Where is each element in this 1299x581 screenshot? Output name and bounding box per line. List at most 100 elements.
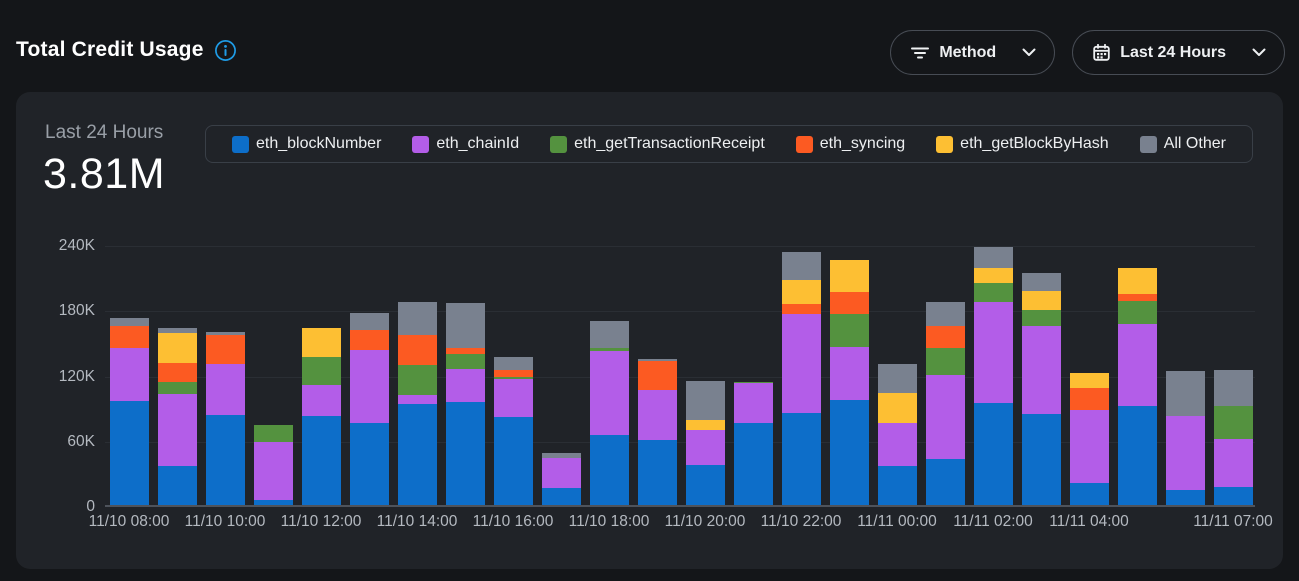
bar-segment[interactable]	[157, 333, 197, 363]
bar-segment[interactable]	[589, 348, 629, 351]
bar-segment[interactable]	[685, 381, 725, 421]
bar-segment[interactable]	[493, 357, 533, 371]
bar[interactable]	[1117, 267, 1157, 505]
bar-segment[interactable]	[589, 321, 629, 349]
bar[interactable]	[397, 301, 437, 505]
bar-segment[interactable]	[973, 267, 1013, 284]
bar-segment[interactable]	[397, 403, 437, 505]
bar-segment[interactable]	[493, 416, 533, 505]
bar-segment[interactable]	[925, 325, 965, 349]
bar-segment[interactable]	[781, 412, 821, 505]
bar-segment[interactable]	[685, 420, 725, 430]
bar-segment[interactable]	[109, 348, 149, 401]
bar-segment[interactable]	[637, 359, 677, 362]
bar-segment[interactable]	[829, 399, 869, 505]
bar[interactable]	[205, 332, 245, 505]
bar-segment[interactable]	[397, 301, 437, 336]
bar-segment[interactable]	[253, 424, 293, 442]
bar-segment[interactable]	[493, 370, 533, 377]
bar-segment[interactable]	[301, 357, 341, 386]
bar-segment[interactable]	[1021, 273, 1061, 291]
bar-segment[interactable]	[1117, 324, 1157, 407]
bar-segment[interactable]	[1069, 483, 1109, 505]
bar-segment[interactable]	[877, 423, 917, 466]
bar-segment[interactable]	[1021, 325, 1061, 414]
bar[interactable]	[301, 327, 341, 505]
bar-segment[interactable]	[301, 415, 341, 505]
bar-segment[interactable]	[157, 382, 197, 395]
bar-segment[interactable]	[829, 347, 869, 400]
legend-item[interactable]: eth_syncing	[795, 135, 905, 153]
legend-item[interactable]: eth_getTransactionReceipt	[550, 135, 765, 153]
bar-segment[interactable]	[973, 402, 1013, 505]
bar-segment[interactable]	[253, 441, 293, 500]
bar-segment[interactable]	[637, 389, 677, 440]
bar[interactable]	[1021, 273, 1061, 505]
bar[interactable]	[1069, 373, 1109, 505]
bar-segment[interactable]	[1165, 489, 1205, 505]
bar-segment[interactable]	[1069, 373, 1109, 388]
bar-segment[interactable]	[349, 312, 389, 330]
bar-segment[interactable]	[253, 499, 293, 505]
bar-segment[interactable]	[541, 487, 581, 505]
bar-segment[interactable]	[157, 394, 197, 466]
bar-segment[interactable]	[829, 260, 869, 292]
bar-segment[interactable]	[973, 247, 1013, 268]
bar-segment[interactable]	[733, 423, 773, 505]
bar-segment[interactable]	[1069, 410, 1109, 484]
bar-segment[interactable]	[1213, 370, 1253, 407]
bar-segment[interactable]	[925, 301, 965, 326]
bar[interactable]	[157, 327, 197, 505]
bar-segment[interactable]	[781, 251, 821, 280]
bar-segment[interactable]	[1021, 290, 1061, 311]
bar-segment[interactable]	[445, 302, 485, 349]
bar-segment[interactable]	[397, 335, 437, 365]
bar[interactable]	[829, 260, 869, 505]
bar-segment[interactable]	[973, 301, 1013, 403]
bar-segment[interactable]	[109, 400, 149, 505]
bar-segment[interactable]	[1213, 438, 1253, 487]
bar-segment[interactable]	[733, 383, 773, 424]
bar-segment[interactable]	[685, 464, 725, 505]
bar-segment[interactable]	[1117, 294, 1157, 301]
bar-segment[interactable]	[445, 348, 485, 354]
bar[interactable]	[733, 382, 773, 505]
bar[interactable]	[877, 363, 917, 505]
method-filter-dropdown[interactable]: Method	[890, 30, 1056, 75]
bar-segment[interactable]	[781, 303, 821, 314]
bar-segment[interactable]	[877, 465, 917, 505]
bar-segment[interactable]	[1117, 406, 1157, 505]
legend-item[interactable]: All Other	[1139, 135, 1226, 153]
bar-segment[interactable]	[685, 429, 725, 465]
bar-segment[interactable]	[733, 382, 773, 384]
bar-segment[interactable]	[925, 374, 965, 460]
bar-segment[interactable]	[445, 369, 485, 402]
bar-segment[interactable]	[493, 376, 533, 379]
bar-segment[interactable]	[1165, 371, 1205, 416]
bar-segment[interactable]	[1213, 406, 1253, 439]
bar-segment[interactable]	[301, 385, 341, 416]
bar-segment[interactable]	[829, 313, 869, 348]
bar-segment[interactable]	[1021, 413, 1061, 505]
bar-segment[interactable]	[637, 361, 677, 390]
bar-segment[interactable]	[349, 329, 389, 350]
bar-segment[interactable]	[157, 362, 197, 383]
bar-segment[interactable]	[349, 423, 389, 505]
legend-item[interactable]: eth_getBlockByHash	[936, 135, 1109, 153]
bar-segment[interactable]	[445, 401, 485, 505]
legend-item[interactable]: eth_chainId	[412, 135, 519, 153]
bar[interactable]	[973, 247, 1013, 505]
bar[interactable]	[589, 321, 629, 505]
bar-segment[interactable]	[1021, 310, 1061, 326]
bar[interactable]	[1165, 371, 1205, 505]
bar-segment[interactable]	[973, 283, 1013, 302]
bar-segment[interactable]	[445, 353, 485, 370]
bar[interactable]	[541, 452, 581, 505]
bar-segment[interactable]	[1069, 387, 1109, 411]
bar-segment[interactable]	[1165, 415, 1205, 490]
bar-segment[interactable]	[589, 350, 629, 436]
bar[interactable]	[685, 381, 725, 505]
bar[interactable]	[925, 301, 965, 505]
bar-segment[interactable]	[925, 459, 965, 505]
bar[interactable]	[349, 312, 389, 505]
